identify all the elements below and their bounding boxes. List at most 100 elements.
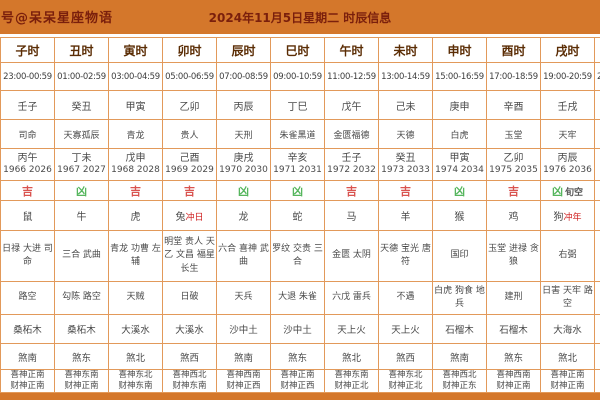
caishen-direction: 财神正南 xyxy=(10,381,45,392)
time-range-cell: 2 xyxy=(594,62,600,91)
luck-cell: 吉 xyxy=(108,180,163,201)
caishen-direction: 财神正东 xyxy=(442,381,477,392)
xishen-direction: 喜神正南 xyxy=(10,370,45,380)
zodiac-animal: 虎 xyxy=(130,212,141,223)
zodiac-animal: 龙 xyxy=(238,212,249,223)
chong-year-cell: 壬子 1972 2032 xyxy=(324,148,379,181)
luck-cell: 凶 xyxy=(216,180,271,201)
chong-years: 1967 2027 xyxy=(57,165,106,176)
sha-direction-cell: 煞北 xyxy=(540,343,595,370)
chong-year-cell: 甲寅 1974 2034 xyxy=(432,148,487,181)
chong-ganzhi: 癸丑 xyxy=(395,152,416,164)
auspicious-stars-cell: 国印 xyxy=(432,230,487,282)
luck-mark: 凶 xyxy=(76,184,87,198)
auspicious-stars-cell: 天德 宝光 唐符 xyxy=(378,230,433,282)
hour-ganzhi-cell: 甲寅 xyxy=(108,90,163,120)
xishen-direction: 喜神正南 xyxy=(280,370,315,380)
gods-direction-cell: 喜神正南 财神正西 xyxy=(270,368,325,394)
hour-header-cell: 丑时 xyxy=(54,37,109,63)
gods-direction-cell: 喜神西北 财神正东 xyxy=(432,368,487,394)
row-luck: 吉凶吉吉凶凶吉吉凶吉凶旬空 xyxy=(0,180,600,201)
hour-star-cell: 朱雀黑道 xyxy=(270,119,325,149)
chong-year-cell: 乙卯 1975 2035 xyxy=(486,148,541,181)
row-good_stars: 日禄 大进 司命 三合 武曲 青龙 功曹 左辅 明堂 贵人 天乙 文昌 福星 长生 六合… xyxy=(0,230,600,282)
gods-direction-cell: 喜神西南 财神正南 xyxy=(486,368,541,394)
time-range-cell: 01:00-02:59 xyxy=(54,62,109,91)
luck-cell: 吉 xyxy=(0,180,55,201)
hour-ganzhi-cell: 己未 xyxy=(378,90,433,120)
caishen-direction: 财神正西 xyxy=(280,381,315,392)
luck-mark: 吉 xyxy=(22,184,33,198)
time-range-cell: 15:00-16:59 xyxy=(432,62,487,91)
chong-years: 1976 2036 xyxy=(543,165,592,176)
hour-star-cell: 天牢 xyxy=(540,119,595,149)
hour-star-cell: 白虎 xyxy=(432,119,487,149)
time-range-cell: 03:00-04:59 xyxy=(108,62,163,91)
gods-direction-cell: 喜神东南 财神正南 xyxy=(54,368,109,394)
luck-cell: 吉 xyxy=(162,180,217,201)
luck-cell: 凶旬空 xyxy=(540,180,595,201)
auspicious-stars-cell: 金匮 太阴 xyxy=(324,230,379,282)
gods-direction-cell: 喜神东北 财神正北 xyxy=(378,368,433,394)
caishen-direction: 财神正南 xyxy=(550,381,585,392)
nayin-cell xyxy=(594,314,600,344)
luck-cell: 吉 xyxy=(486,180,541,201)
nayin-cell: 桑柘木 xyxy=(0,314,55,344)
chong-ganzhi: 乙卯 xyxy=(503,152,524,164)
zodiac-cell: 蛇 xyxy=(270,200,325,231)
hour-star-cell: 青龙 xyxy=(108,119,163,149)
xishen-direction: 喜神东南 xyxy=(64,370,99,380)
chong-year-cell xyxy=(594,148,600,181)
hour-star-cell: 司命 xyxy=(0,119,55,149)
hour-ganzhi-cell: 壬戌 xyxy=(540,90,595,120)
xishen-direction: 喜神东北 xyxy=(388,370,423,380)
inauspicious-stars-cell: 六戊 雷兵 xyxy=(324,281,379,315)
inauspicious-stars-cell: 路空 xyxy=(0,281,55,315)
hour-header-cell: 辰时 xyxy=(216,37,271,63)
xishen-direction: 喜神东北 xyxy=(118,370,153,380)
sha-direction-cell: 煞南 xyxy=(216,343,271,370)
chong-year-cell: 丁未 1967 2027 xyxy=(54,148,109,181)
xishen-direction: 喜神西南 xyxy=(226,370,261,380)
hour-header-cell: 酉时 xyxy=(486,37,541,63)
time-range-cell: 05:00-06:59 xyxy=(162,62,217,91)
chong-year-cell: 癸丑 1973 2033 xyxy=(378,148,433,181)
row-bad_stars: 路空 勾陈 路空 天贼 日破 天兵 大退 朱雀 六戊 雷兵 不遇 白虎 狗食 地兵 建刑 日害 天牢… xyxy=(0,281,600,315)
row-chong: 丙午 1966 2026 丁未 1967 2027 戊申 1968 2028 己酉 1969 … xyxy=(0,148,600,181)
zodiac-animal: 牛 xyxy=(76,212,87,223)
luck-mark: 吉 xyxy=(130,184,141,198)
chong-mark: 冲年 xyxy=(563,213,582,223)
chong-years: 1972 2032 xyxy=(327,165,376,176)
caishen-direction: 财神正北 xyxy=(334,381,369,392)
row-sha: 煞南 煞东 煞北 煞西 煞南 煞东 煞北 煞西 煞南 煞东 煞北 xyxy=(0,343,600,370)
luck-mark: 凶 xyxy=(551,184,563,198)
inauspicious-stars-cell: 日破 xyxy=(162,281,217,315)
row-hour: 子时 丑时 寅时 卯时 辰时 巳时 午时 未时 申时 酉时 戌时 xyxy=(0,37,600,63)
sha-direction-cell: 煞南 xyxy=(432,343,487,370)
chong-year-cell: 丙午 1966 2026 xyxy=(0,148,55,181)
row-animal: 鼠 牛 虎 兔冲日 龙 蛇 马 羊 猴 鸡 狗冲年 xyxy=(0,200,600,231)
chong-ganzhi: 丙午 xyxy=(17,152,38,164)
auspicious-stars-cell: 罗纹 交贵 三合 xyxy=(270,230,325,282)
hour-header-cell: 卯时 xyxy=(162,37,217,63)
zodiac-cell: 猴 xyxy=(432,200,487,231)
caishen-direction: 财神东南 xyxy=(118,381,153,392)
luck-cell: 吉 xyxy=(378,180,433,201)
auspicious-stars-cell xyxy=(594,230,600,282)
zodiac-cell xyxy=(594,200,600,231)
auspicious-stars-cell: 六合 喜神 武曲 xyxy=(216,230,271,282)
hour-star-cell xyxy=(594,119,600,149)
zodiac-animal: 蛇 xyxy=(292,212,303,223)
nayin-cell: 石榴木 xyxy=(486,314,541,344)
sha-direction-cell: 煞北 xyxy=(108,343,163,370)
inauspicious-stars-cell: 大退 朱雀 xyxy=(270,281,325,315)
hour-ganzhi-cell: 庚申 xyxy=(432,90,487,120)
zodiac-cell: 虎 xyxy=(108,200,163,231)
gods-direction-cell: 喜神西南 财神正西 xyxy=(216,368,271,394)
nayin-cell: 石榴木 xyxy=(432,314,487,344)
zodiac-animal: 羊 xyxy=(400,212,411,223)
hour-header-cell: 未时 xyxy=(378,37,433,63)
hour-ganzhi-cell: 壬子 xyxy=(0,90,55,120)
nayin-cell: 桑柘木 xyxy=(54,314,109,344)
chong-ganzhi: 辛亥 xyxy=(287,152,308,164)
